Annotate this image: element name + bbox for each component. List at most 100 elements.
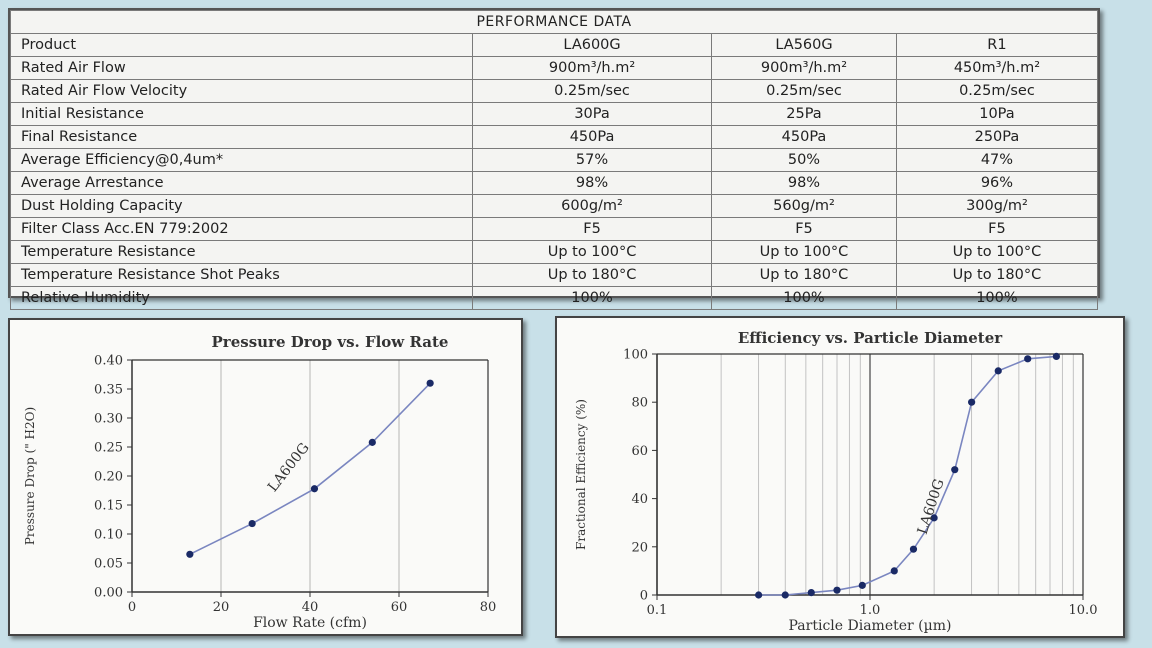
- table-row-label: Final Resistance: [10, 125, 473, 149]
- data-point: [781, 591, 789, 599]
- table-row: Average Arrestance 98% 98% 96%: [10, 171, 1099, 195]
- table-cell: 0.25m/sec: [471, 79, 713, 103]
- y-axis-label: Fractional Efficiency (%): [574, 399, 588, 550]
- data-point: [186, 550, 194, 558]
- x-tick-label: 1.0: [860, 603, 881, 618]
- table-header-row: Product LA600G LA560G R1: [10, 33, 1099, 57]
- x-axis-label: Flow Rate (cfm): [253, 615, 367, 631]
- table-cell: 10Pa: [895, 102, 1099, 126]
- y-tick-label: 0.20: [94, 470, 123, 485]
- table-cell: 600g/m²: [471, 194, 713, 218]
- data-point: [951, 466, 959, 474]
- y-tick-label: 0.30: [94, 412, 123, 427]
- table-row-label: Temperature Resistance: [10, 240, 473, 264]
- table-cell: 560g/m²: [711, 194, 897, 218]
- efficiency-chart-panel: 0 20 40 60 80 100 0.1 1.0 10.0 Efficiency vs. Par…: [555, 316, 1125, 638]
- table-cell: Up to 100°C: [711, 240, 897, 264]
- y-tick-label: 0.00: [94, 586, 123, 601]
- table-cell: 250Pa: [895, 125, 1099, 149]
- performance-data-table-panel: PERFORMANCE DATA Product LA600G LA560G R…: [8, 8, 1100, 310]
- x-axis-label: Particle Diameter (µm): [789, 618, 952, 634]
- table-row: Temperature Resistance Up to 100°C Up to 1…: [10, 240, 1099, 264]
- table-row: Filter Class Acc.EN 779:2002 F5 F5 F5: [10, 217, 1099, 241]
- table-row-label: Rated Air Flow Velocity: [10, 79, 473, 103]
- table-cell: 100%: [895, 286, 1099, 310]
- data-point: [368, 438, 376, 446]
- table-cell: 900m³/h.m²: [471, 56, 713, 80]
- x-tick-label: 0: [128, 600, 136, 615]
- table-cell: 47%: [895, 148, 1099, 172]
- y-tick-label: 100: [623, 348, 648, 363]
- table-row-label: Temperature Resistance Shot Peaks: [10, 263, 473, 287]
- chart-title: Efficiency vs. Particle Diameter: [738, 329, 1003, 347]
- data-point: [1024, 355, 1032, 363]
- table-row-label: Dust Holding Capacity: [10, 194, 473, 218]
- table-row: Rated Air Flow 900m³/h.m² 900m³/h.m² 450m³/…: [10, 56, 1099, 80]
- y-tick-label: 0.05: [94, 557, 123, 572]
- y-tick-label: 60: [631, 444, 648, 459]
- performance-data-table: PERFORMANCE DATA Product LA600G LA560G R…: [10, 10, 1099, 310]
- table-header-cell: R1: [895, 33, 1099, 57]
- table-row-label: Initial Resistance: [10, 102, 473, 126]
- data-point: [833, 586, 841, 594]
- table-cell: Up to 180°C: [711, 263, 897, 287]
- data-point: [909, 545, 918, 553]
- table-cell: 57%: [471, 148, 713, 172]
- table-title: PERFORMANCE DATA: [10, 10, 1098, 34]
- table-row-label: Filter Class Acc.EN 779:2002: [10, 217, 473, 241]
- table-cell: 25Pa: [711, 102, 897, 126]
- table-cell: 50%: [711, 148, 897, 172]
- data-point: [426, 379, 434, 387]
- y-tick-label: 0.10: [94, 528, 123, 543]
- y-tick-label: 0.40: [94, 354, 123, 369]
- table-row: Relative Humidity 100% 100% 100%: [10, 286, 1099, 310]
- y-tick-label: 0.15: [94, 499, 123, 514]
- data-point: [994, 367, 1002, 375]
- table-row-label: Rated Air Flow: [10, 56, 473, 80]
- y-tick-label: 0.25: [94, 441, 123, 456]
- table-cell: Up to 100°C: [471, 240, 713, 264]
- data-point: [755, 591, 763, 599]
- pressure-drop-chart-panel: 0.00 0.05 0.10 0.15 0.20 0.25 0.30 0.35 0.40 0 20 4…: [8, 318, 523, 636]
- y-tick-label: 40: [631, 492, 648, 507]
- data-point: [248, 519, 256, 528]
- y-tick-label: 20: [631, 540, 648, 555]
- table-row: Temperature Resistance Shot Peaks Up to 1…: [10, 263, 1099, 287]
- table-cell: 30Pa: [471, 102, 713, 126]
- data-point: [930, 514, 938, 522]
- series-line: [758, 355, 1057, 596]
- table-cell: 98%: [471, 171, 713, 195]
- table-cell: 100%: [711, 286, 897, 310]
- x-tick-label: 0.1: [647, 603, 668, 618]
- data-point: [807, 588, 815, 597]
- y-tick-label: 80: [631, 396, 648, 411]
- x-tick-label: 40: [302, 600, 319, 615]
- data-point: [858, 581, 866, 589]
- table-row-label: Average Efficiency@0,4um*: [10, 148, 473, 172]
- table-row: Final Resistance 450Pa 450Pa 250Pa: [10, 125, 1099, 149]
- table-row-label: Relative Humidity: [10, 286, 473, 310]
- y-axis-label: Pressure Drop (" H2O): [23, 407, 37, 545]
- table-cell: 450m³/h.m²: [895, 56, 1099, 80]
- x-tick-label: 20: [213, 600, 230, 615]
- table-header-cell: LA560G: [711, 33, 897, 57]
- table-cell: Up to 100°C: [895, 240, 1099, 264]
- series-annotation: LA600G: [265, 440, 313, 495]
- table-cell: 450Pa: [471, 125, 713, 149]
- table-cell: Up to 180°C: [895, 263, 1099, 287]
- data-point: [1052, 352, 1060, 361]
- table-row-label: Average Arrestance: [10, 171, 473, 195]
- efficiency-chart: 0 20 40 60 80 100 0.1 1.0 10.0 Efficiency vs. Par…: [574, 329, 1097, 634]
- table-header-cell: LA600G: [471, 33, 713, 57]
- table-row: Dust Holding Capacity 600g/m² 560g/m² 300g/…: [10, 194, 1099, 218]
- pressure-drop-chart: 0.00 0.05 0.10 0.15 0.20 0.25 0.30 0.35 0.40 0 20 4…: [23, 333, 497, 631]
- x-tick-label: 80: [480, 600, 497, 615]
- data-point: [890, 567, 898, 575]
- table-cell: 96%: [895, 171, 1099, 195]
- data-point: [968, 398, 976, 406]
- table-row: Initial Resistance 30Pa 25Pa 10Pa: [10, 102, 1099, 126]
- chart-title: Pressure Drop vs. Flow Rate: [212, 333, 449, 351]
- table-cell: F5: [895, 217, 1099, 241]
- table-cell: 100%: [471, 286, 713, 310]
- table-cell: 900m³/h.m²: [711, 56, 897, 80]
